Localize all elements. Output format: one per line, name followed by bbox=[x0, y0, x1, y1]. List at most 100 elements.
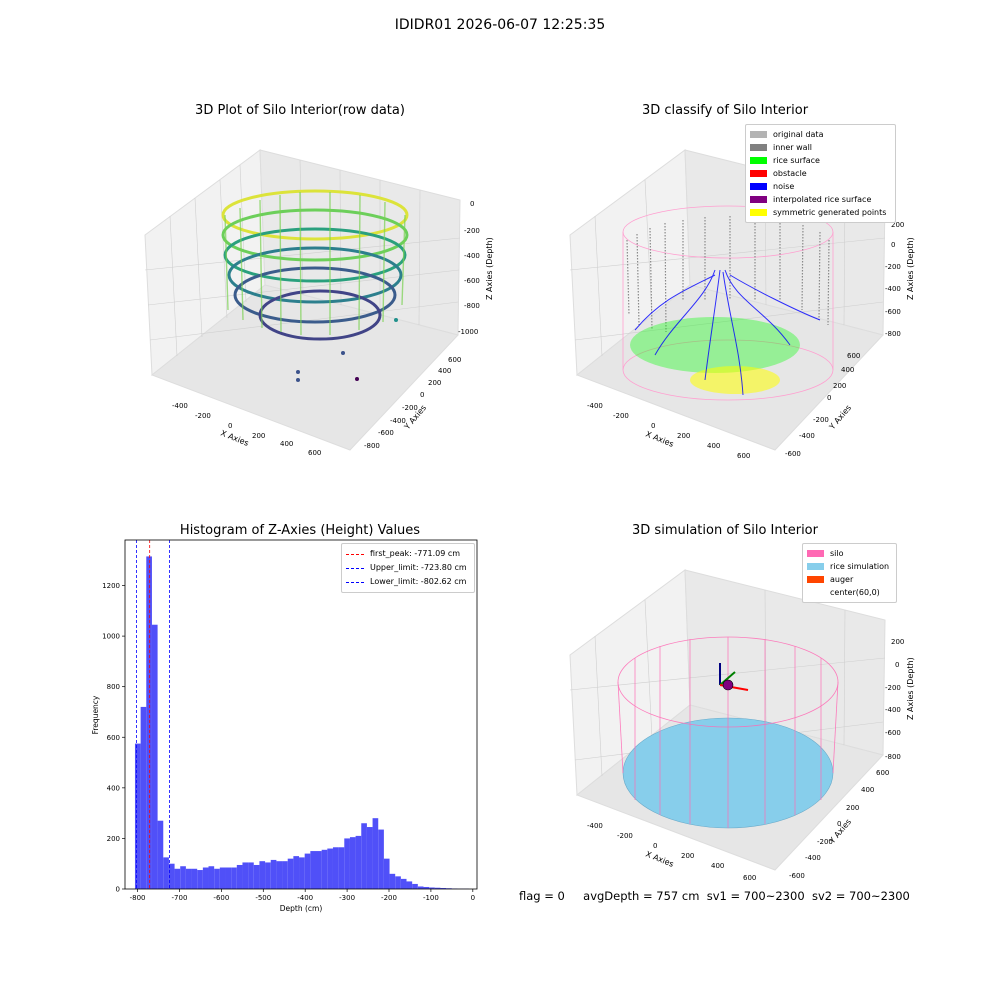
classify-ytick: 200 bbox=[833, 382, 846, 390]
histogram-bar bbox=[321, 849, 328, 889]
raw-ztick: -1000 bbox=[458, 328, 478, 336]
legend-item-inner-wall: inner wall bbox=[750, 141, 891, 154]
classify-ytick: -600 bbox=[785, 450, 801, 458]
histogram-xtick-label: -100 bbox=[423, 894, 439, 902]
histogram-bar bbox=[361, 823, 367, 889]
histogram-bar bbox=[163, 857, 169, 889]
histogram-bar bbox=[265, 862, 271, 889]
status-sv1: sv1 = 700~2300 bbox=[706, 889, 805, 903]
legend-item-obstacle: obstacle bbox=[750, 167, 891, 180]
histogram-bar bbox=[412, 883, 418, 889]
histogram-xtick-label: -400 bbox=[297, 894, 313, 902]
histogram-bar bbox=[406, 881, 413, 889]
raw-xtick: -200 bbox=[195, 412, 211, 420]
raw-xtick: 0 bbox=[228, 422, 232, 430]
raw-plot-title: 3D Plot of Silo Interior(row data) bbox=[195, 103, 405, 118]
histogram-chart: -800 -700 -600 -500 -400 -300 -200 -100 0 0 200 40… bbox=[91, 539, 478, 913]
legend-item-rice-simulation: rice simulation bbox=[807, 560, 892, 573]
legend-label: interpolated rice surface bbox=[773, 195, 872, 204]
histogram-ytick-label: 800 bbox=[107, 683, 120, 691]
raw-ytick: 0 bbox=[420, 391, 424, 399]
histogram-ytick-label: 0 bbox=[116, 886, 120, 894]
legend-label: center(60,0) bbox=[830, 588, 880, 597]
histogram-bar bbox=[219, 867, 226, 889]
legend-label: noise bbox=[773, 182, 795, 191]
histogram-bar bbox=[400, 878, 407, 889]
histogram-ytick-label: 400 bbox=[107, 784, 120, 792]
classify-xtick: 0 bbox=[651, 422, 655, 430]
histogram-bar bbox=[293, 856, 300, 889]
classify-rice-surface-points bbox=[630, 317, 800, 373]
histogram-bar bbox=[378, 829, 384, 889]
simulation-z-axis-label: Z Axies (Depth) bbox=[906, 657, 915, 720]
simulation-ytick: -600 bbox=[789, 872, 805, 880]
legend-line bbox=[346, 567, 364, 569]
legend-item-rice-surface: rice surface bbox=[750, 154, 891, 167]
legend-label: obstacle bbox=[773, 169, 807, 178]
legend-swatch bbox=[807, 550, 824, 557]
simulation-xtick: 400 bbox=[711, 862, 724, 870]
histogram-bar bbox=[214, 868, 220, 889]
legend-swatch bbox=[807, 563, 824, 570]
classify-ztick: 200 bbox=[891, 221, 904, 229]
classify-x-axis-label: X Axies bbox=[644, 430, 675, 449]
simulation-ztick: -800 bbox=[885, 753, 901, 761]
histogram-bar bbox=[355, 835, 362, 889]
histogram-xtick-label: -600 bbox=[213, 894, 229, 902]
histogram-bar bbox=[349, 837, 356, 889]
simulation-ytick: 200 bbox=[846, 804, 859, 812]
histogram-bar bbox=[338, 847, 345, 889]
histogram-bar bbox=[383, 858, 390, 889]
histogram-bar bbox=[202, 867, 209, 889]
legend-label: rice surface bbox=[773, 156, 820, 165]
histogram-x-axis-label: Depth (cm) bbox=[280, 904, 323, 913]
histogram-xtick-label: -300 bbox=[339, 894, 355, 902]
simulation-xtick: -200 bbox=[617, 832, 633, 840]
legend-swatch bbox=[750, 196, 767, 203]
classify-xtick: 400 bbox=[707, 442, 720, 450]
raw-ytick: -600 bbox=[378, 429, 394, 437]
histogram-ytick-label: 200 bbox=[107, 835, 120, 843]
histogram-bar bbox=[180, 866, 186, 889]
histogram-bar bbox=[434, 887, 441, 889]
raw-ztick: -200 bbox=[464, 227, 480, 235]
histogram-bar bbox=[208, 866, 215, 889]
simulation-auger-marker bbox=[722, 679, 734, 691]
simulation-ztick: -200 bbox=[885, 684, 901, 692]
status-line: flag = 0 avgDepth = 757 cm sv1 = 700~230… bbox=[519, 889, 910, 903]
histogram-bar bbox=[259, 861, 266, 889]
raw-ytick: 200 bbox=[428, 379, 441, 387]
simulation-ztick: 0 bbox=[895, 661, 899, 669]
histogram-bar bbox=[310, 851, 317, 889]
legend-label: Lower_limit: -802.62 cm bbox=[370, 577, 467, 586]
histogram-bar bbox=[197, 870, 203, 889]
legend-label: silo bbox=[830, 549, 844, 558]
classify-y-axis-label: Y Axies bbox=[827, 403, 853, 432]
histogram-bar bbox=[417, 886, 424, 889]
classify-ztick: -600 bbox=[885, 308, 901, 316]
legend-label: original data bbox=[773, 130, 824, 139]
histogram-bar bbox=[366, 827, 373, 889]
histogram-bar bbox=[253, 864, 260, 889]
simulation-ztick: -600 bbox=[885, 729, 901, 737]
raw-floor-pane bbox=[151, 284, 459, 451]
histogram-bar bbox=[236, 864, 243, 889]
raw-ytick: 400 bbox=[438, 367, 451, 375]
simulation-ztick: -400 bbox=[885, 706, 901, 714]
legend-swatch bbox=[750, 183, 767, 190]
simulation-ytick: -200 bbox=[817, 838, 833, 846]
legend-label: Upper_limit: -723.80 cm bbox=[370, 563, 467, 572]
legend-item-center: center(60,0) bbox=[807, 586, 892, 599]
classify-z-axis-label: Z Axies (Depth) bbox=[906, 237, 915, 300]
legend-item-lower-limit: Lower_limit: -802.62 cm bbox=[346, 575, 470, 589]
classify-symmetric-points bbox=[690, 366, 780, 394]
histogram-bar bbox=[174, 868, 181, 889]
histogram-bar bbox=[423, 886, 430, 889]
histogram-bar bbox=[157, 820, 164, 889]
histogram-bar bbox=[287, 858, 294, 889]
legend-swatch bbox=[807, 576, 824, 583]
classify-legend: original data inner wall rice surface ob… bbox=[745, 124, 896, 223]
simulation-ytick: 400 bbox=[861, 786, 874, 794]
histogram-bar bbox=[332, 847, 339, 889]
histogram-bar bbox=[225, 867, 232, 889]
